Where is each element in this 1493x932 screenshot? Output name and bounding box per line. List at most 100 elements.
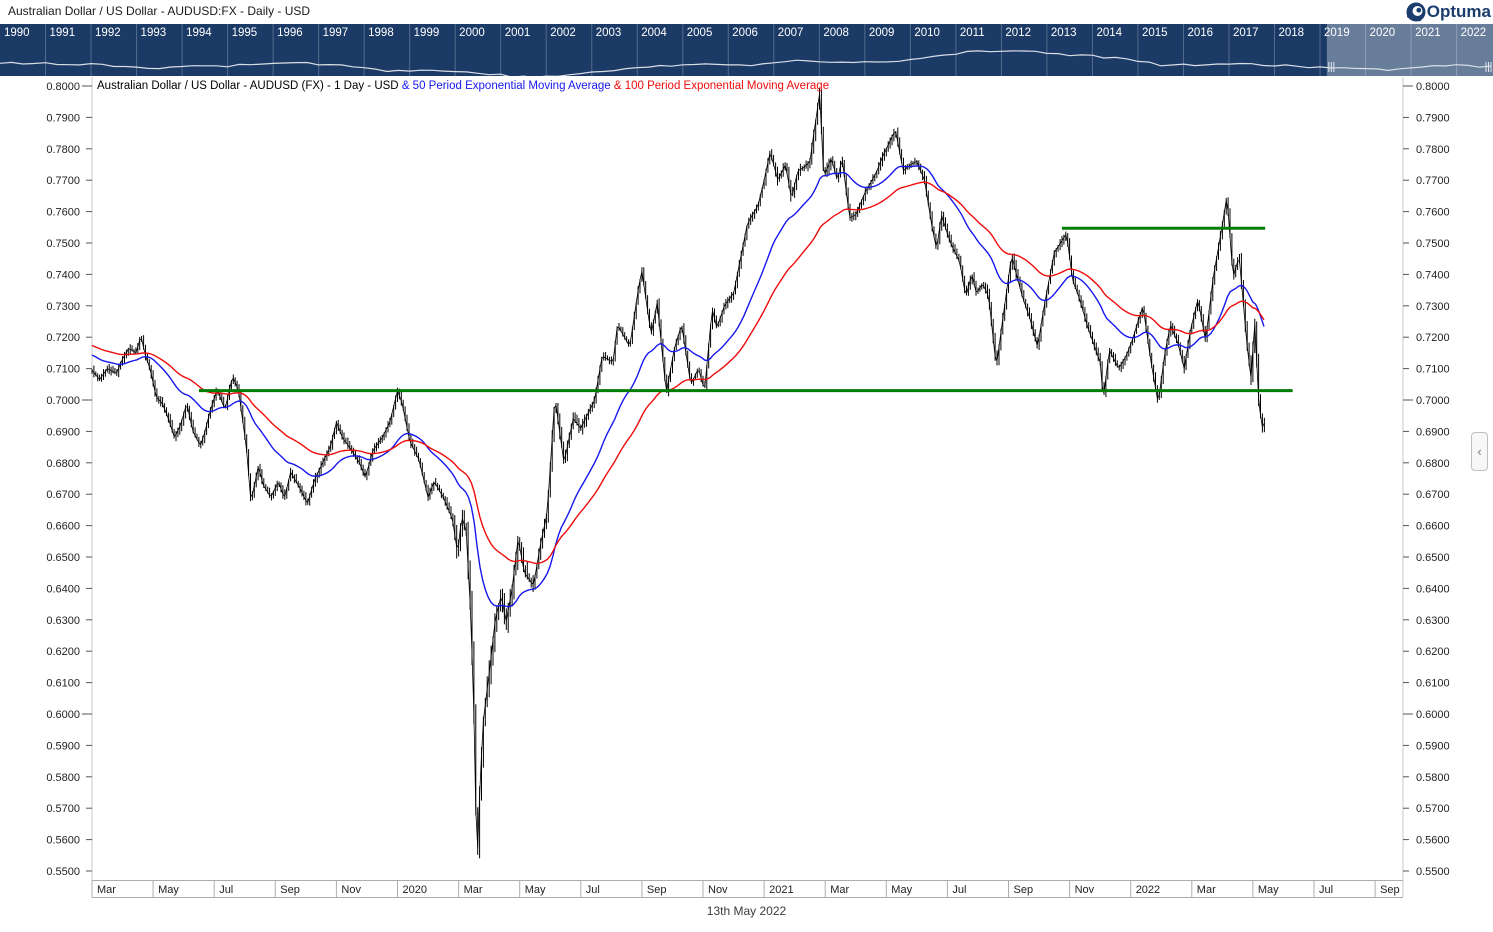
timeline-year-label: 2002 [550, 27, 576, 39]
y-axis-label-left: 0.6100 [46, 678, 80, 690]
y-axis-label-right: 0.5500 [1416, 866, 1450, 878]
timeline-year-label: 2022 [1461, 27, 1487, 39]
y-axis-label-left: 0.6000 [46, 709, 80, 721]
x-axis-label: Jul [219, 884, 233, 896]
y-axis-label-left: 0.6900 [46, 426, 80, 438]
timeline-year-label: 2001 [505, 27, 531, 39]
timeline-range-selector[interactable]: 1990 1991 1992 1993 1994 1995 1996 1997 1998 1999… [0, 24, 1493, 76]
x-axis-label: Jul [952, 884, 966, 896]
timeline-selection[interactable] [1326, 24, 1493, 76]
panel-collapse-button[interactable]: ‹ [1471, 432, 1488, 471]
y-axis-label-left: 0.5800 [46, 772, 80, 784]
y-axis-label-left: 0.6800 [46, 458, 80, 470]
y-axis-label-right: 0.6500 [1416, 552, 1450, 564]
x-axis-label: May [891, 884, 912, 896]
timeline-year-label: 1997 [323, 27, 349, 39]
window-titlebar: Australian Dollar / US Dollar - AUDUSD:F… [0, 0, 1493, 24]
y-axis-label-left: 0.7800 [46, 144, 80, 156]
x-axis-label: Mar [464, 884, 483, 896]
timeline-year-label: 2012 [1005, 27, 1031, 39]
optuma-logo: Optuma [1405, 0, 1491, 24]
timeline-year-label: 2016 [1187, 27, 1213, 39]
optuma-logo-icon [1406, 2, 1426, 22]
x-axis-label: Mar [1197, 884, 1216, 896]
y-axis-label-left: 0.7500 [46, 238, 80, 250]
chevron-left-icon: ‹ [1477, 444, 1482, 459]
timeline-year-label: 2017 [1233, 27, 1259, 39]
y-axis-label-left: 0.7100 [46, 364, 80, 376]
y-axis-label-left: 0.7900 [46, 112, 80, 124]
timeline-year-label: 2013 [1051, 27, 1077, 39]
x-axis-label: Sep [1014, 884, 1034, 896]
y-axis-label-left: 0.5600 [46, 835, 80, 847]
y-axis-label-left: 0.7600 [46, 207, 80, 219]
timeline-year-label: 2020 [1370, 27, 1396, 39]
x-axis-label: Sep [1380, 884, 1400, 896]
y-axis-label-right: 0.7800 [1416, 144, 1450, 156]
y-axis-label-right: 0.5600 [1416, 835, 1450, 847]
y-axis-label-right: 0.6400 [1416, 583, 1450, 595]
timeline-year-label: 1992 [95, 27, 121, 39]
y-axis-label-left: 0.6500 [46, 552, 80, 564]
timeline-year-label: 2015 [1142, 27, 1168, 39]
timeline-year-label: 2007 [778, 27, 804, 39]
timeline-year-label: 2021 [1415, 27, 1441, 39]
y-axis-label-left: 0.7400 [46, 269, 80, 281]
y-axis-label-left: 0.7700 [46, 175, 80, 187]
y-axis-label-right: 0.5800 [1416, 772, 1450, 784]
window-title: Australian Dollar / US Dollar - AUDUSD:F… [8, 4, 311, 18]
x-axis-label: Nov [708, 884, 728, 896]
timeline-year-label: 2009 [869, 27, 895, 39]
y-axis-label-left: 0.6200 [46, 646, 80, 658]
y-axis-label-left: 0.5500 [46, 866, 80, 878]
y-axis-label-left: 0.7300 [46, 301, 80, 313]
price-series-bars [91, 87, 1265, 859]
timeline-year-label: 2019 [1324, 27, 1350, 39]
timeline-band[interactable] [0, 24, 1493, 76]
y-axis-label-right: 0.7400 [1416, 269, 1450, 281]
y-axis-label-right: 0.7900 [1416, 112, 1450, 124]
y-axis-label-left: 0.6400 [46, 583, 80, 595]
timeline-year-label: 2008 [823, 27, 849, 39]
y-axis-label-left: 0.7000 [46, 395, 80, 407]
timeline-year-label: 2011 [960, 27, 985, 39]
timeline-year-label: 2005 [687, 27, 713, 39]
y-axis-label-right: 0.6000 [1416, 709, 1450, 721]
x-axis-label: Mar [97, 884, 116, 896]
y-axis-label-left: 0.6300 [46, 615, 80, 627]
timeline-year-label: 2000 [459, 27, 485, 39]
timeline-year-label: 1999 [414, 27, 440, 39]
timeline-year-label: 2010 [914, 27, 940, 39]
chart-title: Australian Dollar / US Dollar - AUDUSD (… [97, 80, 829, 92]
timeline-year-label: 1994 [186, 27, 212, 39]
x-axis-label: 2020 [403, 884, 427, 896]
y-axis-label-left: 0.5700 [46, 803, 80, 815]
chart-title-segment-0: Australian Dollar / US Dollar - AUDUSD (… [97, 80, 402, 92]
x-axis-label: 2021 [769, 884, 793, 896]
y-axis-label-right: 0.6600 [1416, 521, 1450, 533]
last-bar-date-label: 13th May 2022 [706, 904, 787, 918]
y-axis-label-right: 0.7100 [1416, 364, 1450, 376]
y-axis-label-left: 0.7200 [46, 332, 80, 344]
timeline-year-label: 2018 [1279, 27, 1305, 39]
optuma-logo-text: Optuma [1426, 2, 1491, 21]
y-axis-label-right: 0.5900 [1416, 740, 1450, 752]
timeline-year-label: 1995 [232, 27, 258, 39]
y-axis-label-right: 0.7500 [1416, 238, 1450, 250]
y-axis-label-right: 0.7700 [1416, 175, 1450, 187]
x-axis-label: Jul [586, 884, 600, 896]
y-axis-label-right: 0.6700 [1416, 489, 1450, 501]
y-axis-label-right: 0.8000 [1416, 81, 1450, 93]
timeline-year-label: 1991 [50, 27, 76, 39]
y-axis-label-right: 0.7600 [1416, 207, 1450, 219]
y-axis-label-left: 0.5900 [46, 740, 80, 752]
y-axis-label-right: 0.6100 [1416, 678, 1450, 690]
y-axis-label-right: 0.7300 [1416, 301, 1450, 313]
timeline-year-label: 1996 [277, 27, 303, 39]
chart-title-segment-2: & 100 Period Exponential Moving Average [613, 80, 830, 92]
x-axis-band: Mar May Jul Sep Nov 2020 Mar May Jul Sep Nov 2021 Ma… [91, 880, 1403, 898]
timeline-year-label: 1990 [4, 27, 30, 39]
y-axis-label-left: 0.6600 [46, 521, 80, 533]
x-axis-label: Sep [280, 884, 300, 896]
